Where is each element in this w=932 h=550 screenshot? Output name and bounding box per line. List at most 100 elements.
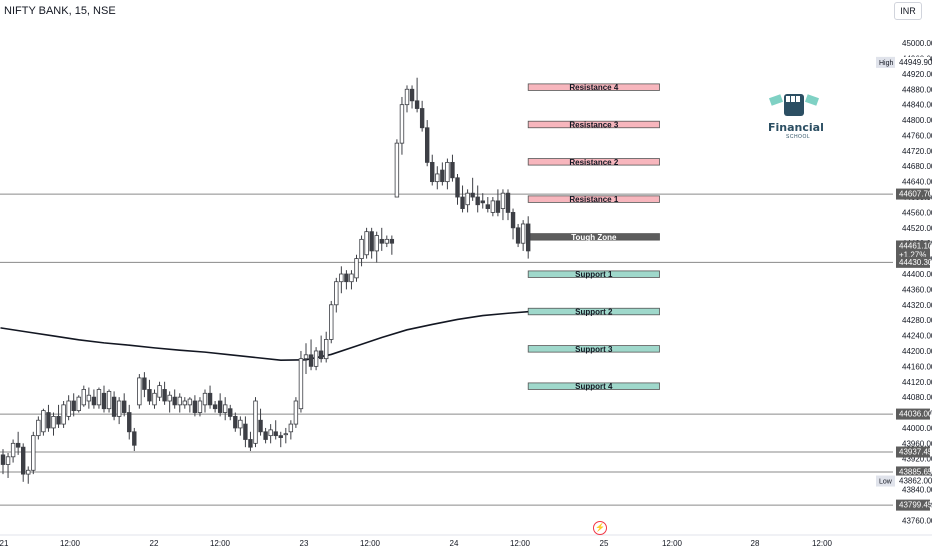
candle-body[interactable] — [10, 442, 16, 458]
candle-body[interactable] — [349, 273, 354, 283]
candle-body[interactable] — [465, 192, 470, 206]
candle-body[interactable] — [222, 404, 228, 413]
candle-body[interactable] — [430, 161, 435, 183]
candle-body[interactable] — [111, 396, 117, 417]
candle-body[interactable] — [132, 431, 137, 446]
candle-body[interactable] — [435, 173, 440, 183]
zone-box[interactable] — [527, 270, 660, 278]
candle-body[interactable] — [500, 192, 506, 209]
candle-body[interactable] — [212, 404, 218, 410]
candle-body[interactable] — [207, 392, 213, 406]
candle-body[interactable] — [515, 227, 521, 244]
candle-body[interactable] — [86, 394, 92, 402]
zone-box[interactable] — [527, 307, 660, 316]
candle-body[interactable] — [167, 394, 172, 402]
candle-body[interactable] — [172, 396, 177, 406]
candle-body[interactable] — [31, 435, 36, 471]
candle-body[interactable] — [450, 161, 455, 179]
candle-body[interactable] — [273, 431, 278, 437]
candle-body[interactable] — [303, 354, 309, 360]
zone-box[interactable] — [527, 83, 660, 91]
candle-body[interactable] — [147, 389, 152, 402]
candle-body[interactable] — [334, 281, 339, 306]
candle-body[interactable] — [445, 161, 450, 183]
candle-body[interactable] — [233, 415, 238, 429]
candle-body[interactable] — [510, 212, 516, 229]
candle-body[interactable] — [66, 400, 71, 417]
candle-body[interactable] — [374, 235, 379, 252]
candle-body[interactable] — [379, 238, 384, 244]
candle-body[interactable] — [394, 142, 400, 198]
candle-body[interactable] — [419, 108, 425, 129]
candle-body[interactable] — [384, 238, 389, 244]
candle-body[interactable] — [323, 339, 329, 360]
candle-body[interactable] — [5, 456, 11, 465]
currency-button[interactable]: INR — [894, 2, 922, 20]
candle-body[interactable] — [485, 204, 490, 209]
candle-body[interactable] — [248, 439, 253, 448]
candle-body[interactable] — [96, 389, 102, 406]
candle-body[interactable] — [455, 177, 460, 198]
candle-body[interactable] — [182, 400, 187, 406]
candle-body[interactable] — [283, 433, 288, 436]
candle-body[interactable] — [404, 88, 410, 106]
candle-body[interactable] — [106, 390, 112, 410]
candle-body[interactable] — [116, 400, 122, 417]
candle-body[interactable] — [364, 231, 369, 256]
candle-body[interactable] — [15, 442, 21, 448]
candle-body[interactable] — [490, 200, 496, 213]
candle-body[interactable] — [127, 412, 132, 433]
candle-body[interactable] — [76, 396, 81, 412]
candle-body[interactable] — [217, 400, 223, 413]
candle-body[interactable] — [61, 404, 66, 425]
candle-body[interactable] — [526, 223, 531, 252]
candle-body[interactable] — [329, 304, 334, 340]
candle-body[interactable] — [228, 408, 233, 417]
candle-body[interactable] — [278, 435, 283, 438]
candle-body[interactable] — [122, 400, 127, 413]
candle-body[interactable] — [197, 400, 203, 413]
candle-body[interactable] — [36, 419, 41, 437]
zone-box[interactable] — [527, 120, 660, 129]
candle-body[interactable] — [293, 400, 299, 425]
candle-body[interactable] — [480, 200, 485, 204]
candle-body[interactable] — [414, 100, 420, 109]
candle-body[interactable] — [339, 273, 344, 283]
candle-body[interactable] — [157, 385, 162, 398]
candle-body[interactable] — [354, 258, 359, 279]
candle-body[interactable] — [470, 192, 475, 198]
zone-box[interactable] — [527, 382, 660, 390]
candle-body[interactable] — [56, 415, 61, 425]
candle-body[interactable] — [288, 423, 294, 433]
candle-body[interactable] — [460, 196, 465, 209]
candle-body[interactable] — [0, 454, 6, 465]
candle-body[interactable] — [409, 88, 415, 102]
zone-box[interactable] — [527, 195, 660, 203]
candle-body[interactable] — [359, 238, 364, 260]
candle-body[interactable] — [495, 200, 501, 213]
candle-body[interactable] — [51, 415, 56, 429]
candle-body[interactable] — [520, 223, 526, 244]
candle-body[interactable] — [475, 196, 480, 206]
candle-body[interactable] — [162, 389, 167, 402]
candle-body[interactable] — [313, 350, 319, 367]
candle-body[interactable] — [46, 412, 51, 429]
candle-body[interactable] — [243, 423, 248, 440]
candle-body[interactable] — [318, 350, 324, 360]
candle-body[interactable] — [142, 377, 147, 390]
candle-body[interactable] — [187, 398, 193, 406]
candle-body[interactable] — [202, 392, 208, 406]
candle-body[interactable] — [440, 169, 445, 183]
candle-body[interactable] — [268, 429, 273, 437]
candle-body[interactable] — [263, 431, 268, 440]
candle-body[interactable] — [298, 358, 304, 410]
moving-average-line[interactable] — [0, 310, 529, 362]
candle-body[interactable] — [137, 377, 142, 406]
candle-body[interactable] — [177, 396, 182, 406]
candle-body[interactable] — [81, 389, 86, 406]
candle-body[interactable] — [238, 419, 243, 429]
candle-body[interactable] — [344, 273, 349, 283]
candle-body[interactable] — [253, 400, 258, 444]
candle-body[interactable] — [152, 392, 157, 406]
